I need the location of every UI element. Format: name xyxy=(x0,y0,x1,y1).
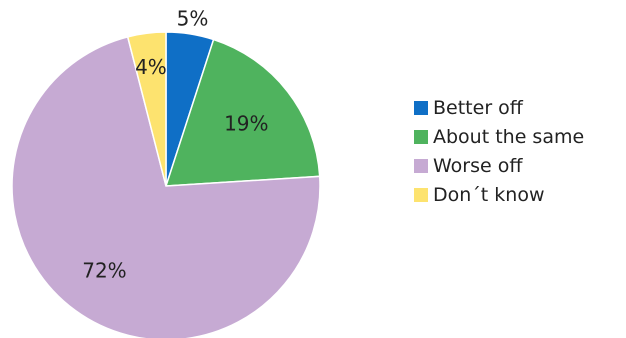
slice-value-label: 4% xyxy=(135,55,167,79)
slice-value-label: 5% xyxy=(177,7,209,31)
legend-swatch xyxy=(414,187,428,202)
legend-swatch xyxy=(414,129,428,144)
pie-slice-don-t-know xyxy=(126,31,167,187)
legend-label: About the same xyxy=(433,125,585,148)
slice-value-label: 19% xyxy=(224,112,268,136)
legend-item-worse-off: Worse off xyxy=(414,151,584,180)
legend-label: Better off xyxy=(433,96,523,119)
pie-slices xyxy=(11,31,321,338)
legend-swatch xyxy=(414,100,428,115)
legend: Better off About the same Worse off Don´… xyxy=(414,93,584,209)
slice-value-label: 72% xyxy=(82,259,126,283)
legend-label: Worse off xyxy=(433,154,523,177)
pie-value-labels: 5% 19% 72% 4% xyxy=(82,7,268,283)
legend-item-about-the-same: About the same xyxy=(414,122,584,151)
pie-slice-about-the-same xyxy=(164,38,321,187)
legend-swatch xyxy=(414,158,428,173)
legend-label: Don´t know xyxy=(433,183,545,206)
legend-item-better-off: Better off xyxy=(414,93,584,122)
pie-slice-worse-off xyxy=(11,35,321,338)
legend-item-dont-know: Don´t know xyxy=(414,180,584,209)
